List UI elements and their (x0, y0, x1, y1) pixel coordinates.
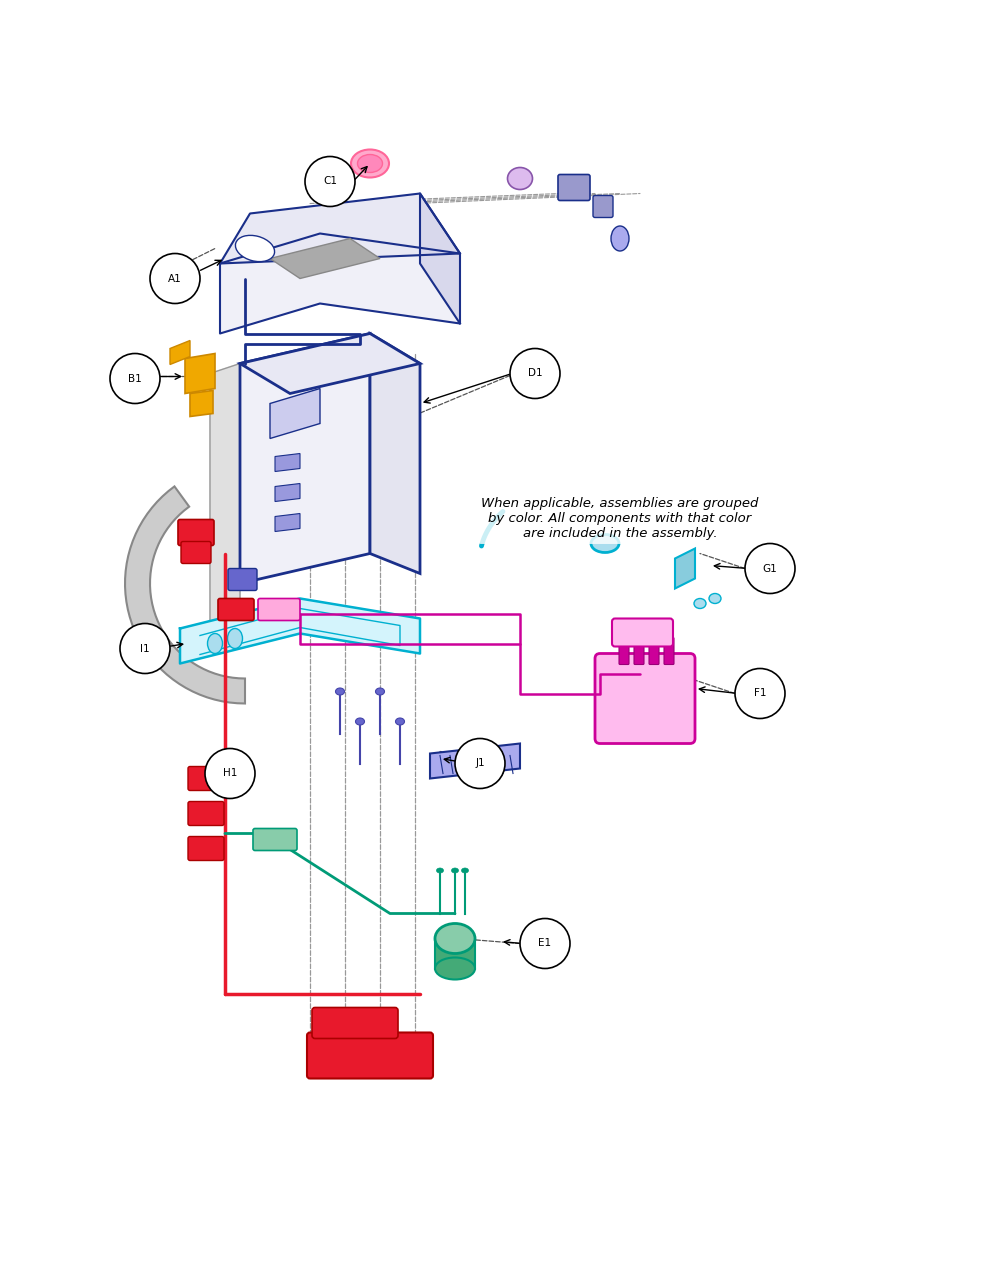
Text: When applicable, assemblies are grouped
by color. All components with that color: When applicable, assemblies are grouped … (481, 497, 759, 540)
Ellipse shape (462, 868, 468, 873)
Ellipse shape (351, 150, 389, 177)
Ellipse shape (208, 634, 222, 654)
FancyBboxPatch shape (307, 1033, 433, 1078)
Circle shape (510, 348, 560, 399)
Polygon shape (275, 484, 300, 502)
Text: G1: G1 (763, 564, 777, 574)
FancyBboxPatch shape (181, 541, 211, 564)
FancyBboxPatch shape (595, 654, 695, 744)
Ellipse shape (591, 535, 619, 552)
Circle shape (120, 623, 170, 674)
Polygon shape (185, 353, 215, 394)
Polygon shape (430, 744, 520, 778)
Text: A1: A1 (168, 274, 182, 284)
FancyBboxPatch shape (178, 519, 214, 546)
Polygon shape (180, 598, 420, 664)
Circle shape (455, 739, 505, 788)
Text: I1: I1 (140, 644, 150, 654)
Ellipse shape (508, 167, 532, 190)
Ellipse shape (235, 236, 275, 262)
Polygon shape (220, 233, 460, 333)
Polygon shape (170, 341, 190, 365)
Ellipse shape (435, 958, 475, 979)
FancyBboxPatch shape (558, 175, 590, 200)
Text: H1: H1 (223, 769, 237, 778)
Polygon shape (370, 333, 420, 574)
Polygon shape (275, 513, 300, 531)
Text: F1: F1 (754, 688, 766, 698)
Polygon shape (270, 389, 320, 438)
Polygon shape (275, 454, 300, 471)
FancyBboxPatch shape (188, 767, 224, 791)
Ellipse shape (436, 868, 444, 873)
FancyBboxPatch shape (312, 1007, 398, 1039)
Ellipse shape (376, 688, 384, 696)
Ellipse shape (452, 868, 458, 873)
Circle shape (205, 749, 255, 798)
Circle shape (745, 544, 795, 593)
Polygon shape (420, 194, 460, 323)
Ellipse shape (396, 718, 404, 725)
Ellipse shape (611, 226, 629, 251)
FancyBboxPatch shape (258, 598, 300, 621)
FancyBboxPatch shape (188, 802, 224, 826)
Polygon shape (240, 333, 370, 584)
FancyBboxPatch shape (228, 569, 257, 590)
Polygon shape (125, 487, 245, 703)
Circle shape (150, 253, 200, 304)
Circle shape (735, 669, 785, 718)
Polygon shape (270, 238, 380, 279)
Text: E1: E1 (538, 939, 552, 949)
Ellipse shape (336, 688, 344, 696)
FancyBboxPatch shape (593, 195, 613, 218)
Circle shape (520, 919, 570, 968)
Ellipse shape (694, 598, 706, 608)
FancyBboxPatch shape (435, 939, 475, 968)
Text: C1: C1 (323, 176, 337, 186)
Text: B1: B1 (128, 374, 142, 384)
Ellipse shape (356, 718, 364, 725)
FancyBboxPatch shape (188, 836, 224, 860)
Circle shape (110, 353, 160, 403)
Ellipse shape (358, 155, 382, 172)
Polygon shape (220, 194, 460, 264)
FancyBboxPatch shape (649, 637, 659, 664)
Text: D1: D1 (528, 369, 542, 379)
Ellipse shape (435, 924, 475, 954)
FancyBboxPatch shape (664, 637, 674, 664)
FancyBboxPatch shape (612, 618, 673, 646)
FancyBboxPatch shape (634, 637, 644, 664)
Ellipse shape (709, 593, 721, 603)
FancyBboxPatch shape (619, 637, 629, 664)
Text: J1: J1 (475, 759, 485, 769)
Polygon shape (210, 364, 240, 644)
Ellipse shape (228, 628, 242, 649)
FancyBboxPatch shape (218, 598, 254, 621)
FancyBboxPatch shape (253, 829, 297, 850)
Circle shape (305, 157, 355, 207)
Polygon shape (240, 333, 420, 394)
Polygon shape (190, 390, 213, 417)
Polygon shape (675, 549, 695, 588)
